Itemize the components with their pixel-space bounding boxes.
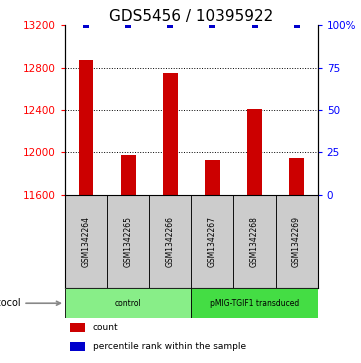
- Text: GSM1342269: GSM1342269: [292, 216, 301, 267]
- Bar: [107, 195, 149, 288]
- Bar: [205, 160, 220, 363]
- Text: GSM1342267: GSM1342267: [208, 216, 217, 267]
- Bar: [275, 195, 318, 288]
- Bar: [65, 288, 191, 318]
- Text: GSM1342266: GSM1342266: [166, 216, 175, 267]
- Bar: [149, 195, 191, 288]
- Point: [252, 23, 257, 28]
- Bar: [234, 195, 275, 288]
- Text: GSM1342264: GSM1342264: [82, 216, 91, 267]
- Text: pMIG-TGIF1 transduced: pMIG-TGIF1 transduced: [210, 299, 299, 308]
- Point: [209, 23, 215, 28]
- Bar: [163, 73, 178, 363]
- Bar: [65, 195, 107, 288]
- Text: count: count: [93, 323, 118, 332]
- Bar: [121, 155, 135, 363]
- Bar: [70, 323, 85, 332]
- Text: percentile rank within the sample: percentile rank within the sample: [93, 342, 246, 351]
- Title: GDS5456 / 10395922: GDS5456 / 10395922: [109, 9, 273, 24]
- Text: GSM1342265: GSM1342265: [124, 216, 132, 267]
- Bar: [191, 195, 234, 288]
- Bar: [70, 342, 85, 351]
- Bar: [247, 109, 262, 363]
- Point: [168, 23, 173, 28]
- Bar: [79, 60, 93, 363]
- Text: protocol: protocol: [0, 298, 60, 308]
- Point: [83, 23, 89, 28]
- Point: [294, 23, 300, 28]
- Text: GSM1342268: GSM1342268: [250, 216, 259, 267]
- Bar: [289, 158, 304, 363]
- Point: [125, 23, 131, 28]
- Text: control: control: [115, 299, 142, 308]
- Bar: [191, 288, 318, 318]
